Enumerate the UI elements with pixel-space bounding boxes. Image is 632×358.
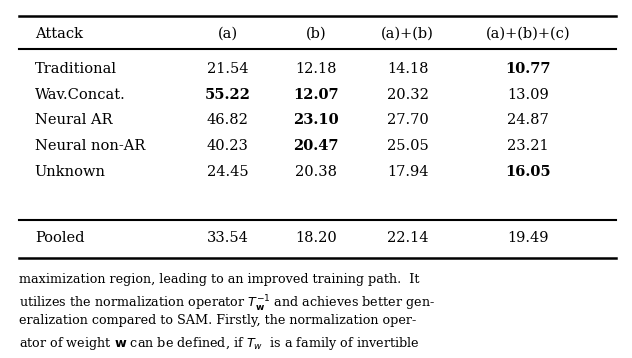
Text: 20.38: 20.38 <box>295 165 337 179</box>
Text: (a): (a) <box>217 27 238 41</box>
Text: 16.05: 16.05 <box>505 165 550 179</box>
Text: 24.87: 24.87 <box>507 113 549 127</box>
Text: Pooled: Pooled <box>35 231 84 245</box>
Text: 22.14: 22.14 <box>387 231 428 245</box>
Text: 10.77: 10.77 <box>505 62 550 76</box>
Text: 21.54: 21.54 <box>207 62 248 76</box>
Text: 27.70: 27.70 <box>387 113 428 127</box>
Text: (a)+(b): (a)+(b) <box>381 27 434 41</box>
Text: eralization compared to SAM. Firstly, the normalization oper-: eralization compared to SAM. Firstly, th… <box>19 314 416 327</box>
Text: Traditional: Traditional <box>35 62 117 76</box>
Text: 17.94: 17.94 <box>387 165 428 179</box>
Text: 24.45: 24.45 <box>207 165 248 179</box>
Text: Unknown: Unknown <box>35 165 106 179</box>
Text: 23.10: 23.10 <box>293 113 339 127</box>
Text: Neural non-AR: Neural non-AR <box>35 139 145 153</box>
Text: (a)+(b)+(c): (a)+(b)+(c) <box>485 27 570 41</box>
Text: ator of weight $\mathbf{w}$ can be defined, if $T_w$  is a family of invertible: ator of weight $\mathbf{w}$ can be defin… <box>19 335 420 352</box>
Text: 55.22: 55.22 <box>205 87 250 102</box>
Text: 14.18: 14.18 <box>387 62 428 76</box>
Text: utilizes the normalization operator $T_\mathbf{w}^{-1}$ and achieves better gen-: utilizes the normalization operator $T_\… <box>19 294 435 314</box>
Text: 13.09: 13.09 <box>507 87 549 102</box>
Text: 23.21: 23.21 <box>507 139 549 153</box>
Text: Wav.Concat.: Wav.Concat. <box>35 87 126 102</box>
Text: 20.47: 20.47 <box>293 139 339 153</box>
Text: 40.23: 40.23 <box>207 139 248 153</box>
Text: 46.82: 46.82 <box>207 113 248 127</box>
Text: 25.05: 25.05 <box>387 139 428 153</box>
Text: maximization region, leading to an improved training path.  It: maximization region, leading to an impro… <box>19 273 420 286</box>
Text: (b): (b) <box>306 27 326 41</box>
Text: 12.07: 12.07 <box>293 87 339 102</box>
Text: Attack: Attack <box>35 27 83 41</box>
Text: 18.20: 18.20 <box>295 231 337 245</box>
Text: 19.49: 19.49 <box>507 231 549 245</box>
Text: 33.54: 33.54 <box>207 231 248 245</box>
Text: 20.32: 20.32 <box>387 87 428 102</box>
Text: Neural AR: Neural AR <box>35 113 112 127</box>
Text: 12.18: 12.18 <box>295 62 337 76</box>
